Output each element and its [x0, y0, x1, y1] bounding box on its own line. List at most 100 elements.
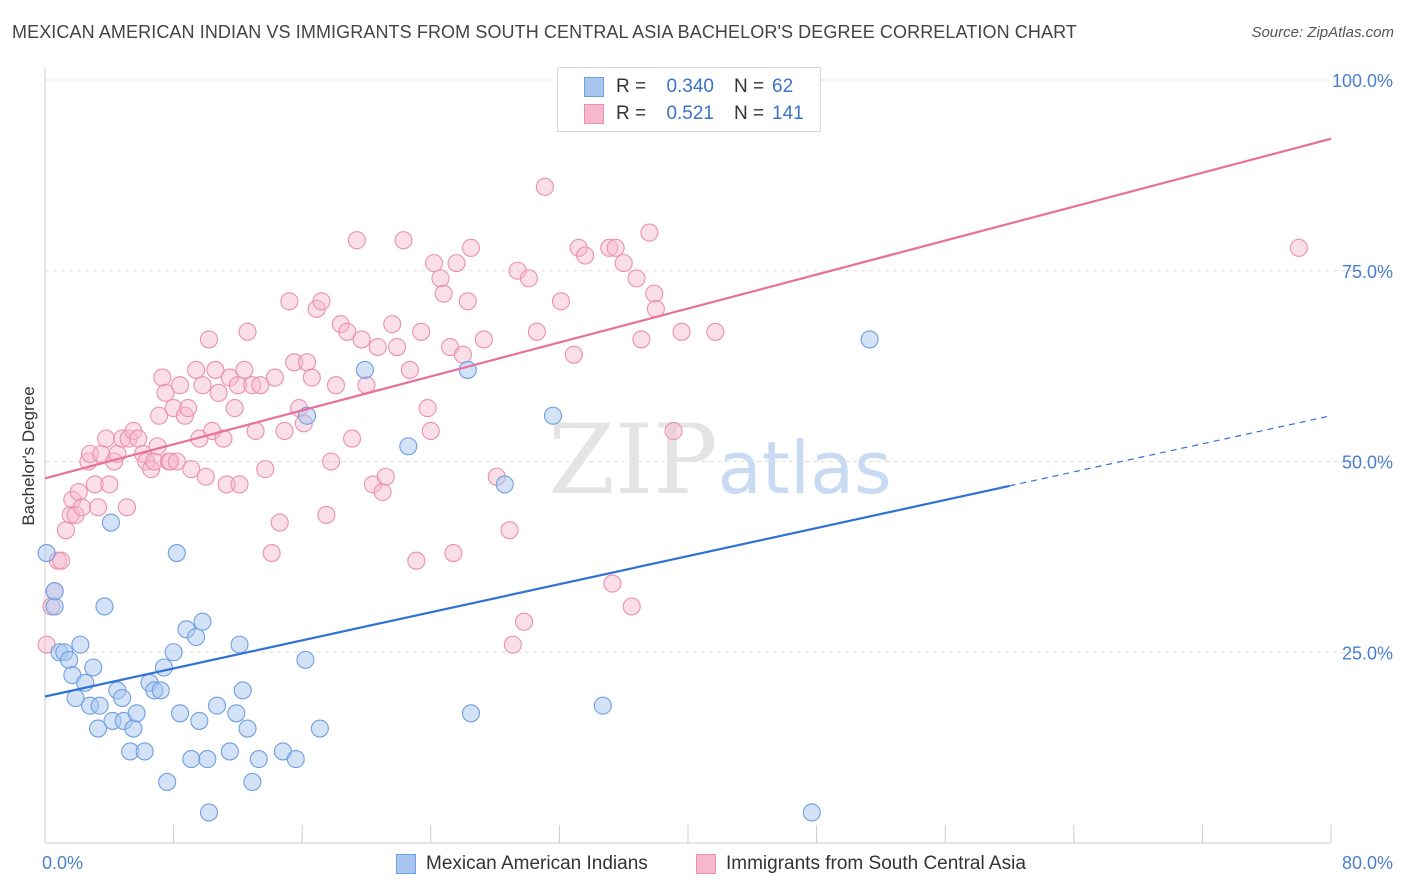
bottom-legend-swatch-pink [696, 854, 716, 874]
blue-point [207, 696, 227, 715]
blue-point [593, 696, 612, 715]
pink-point [338, 322, 357, 341]
pink-point [153, 368, 172, 387]
pink-point [100, 475, 119, 494]
blue-point [84, 658, 103, 677]
x-tick-labels: 0.0% 80.0% [42, 853, 1393, 873]
blue-point [45, 597, 64, 616]
blue-point [95, 597, 114, 616]
pink-point [145, 452, 164, 471]
pink-point [256, 460, 275, 479]
legend-swatch-blue [584, 77, 604, 97]
pink-point [474, 330, 493, 349]
blue-point [154, 658, 174, 677]
pink-point [376, 467, 395, 486]
legend-n-label: N = [734, 103, 765, 124]
pink-point [606, 238, 625, 257]
blue-point [355, 360, 374, 379]
pink-point [312, 292, 331, 311]
pink-point [270, 513, 289, 532]
pink-point [461, 238, 481, 257]
legend-n-value: 141 [772, 103, 804, 124]
pink-point [418, 399, 437, 418]
pink-point [394, 231, 413, 250]
series-south-central-asia-points [37, 177, 1308, 654]
blue-point [297, 406, 317, 425]
blue-point [199, 803, 219, 822]
blue-point [461, 704, 481, 723]
y-tick-labels: 25.0% 50.0% 75.0% 100.0% [1332, 71, 1393, 663]
blue-point [495, 475, 514, 494]
pink-point [514, 612, 534, 631]
bottom-legend-swatch-blue [396, 854, 416, 874]
legend: R = 0.340 N = 62 R = 0.521 N = 141 [557, 67, 821, 132]
legend-row-pink: R = 0.521 N = 141 [584, 102, 804, 126]
pink-point [569, 238, 588, 257]
trend-lines [44, 137, 1332, 698]
legend-r-label: R = [616, 103, 647, 124]
pink-point [225, 399, 244, 418]
pink-point [317, 505, 336, 524]
legend-r-value: 0.521 [666, 103, 714, 124]
pink-point [117, 498, 137, 517]
pink-point [196, 467, 215, 486]
blue-point [113, 688, 132, 708]
blue-point [101, 513, 120, 532]
axes [44, 68, 1332, 844]
pink-point [373, 482, 392, 502]
y-tick-label: 25.0% [1342, 643, 1393, 663]
x-tick-label: 80.0% [1342, 853, 1393, 873]
pink-point [63, 490, 82, 509]
pink-point [217, 475, 236, 494]
blue-point [37, 544, 56, 563]
pink-point [265, 368, 284, 387]
pink-point [519, 269, 538, 288]
pink-trend-line [44, 137, 1332, 480]
legend-r-value: 0.340 [666, 76, 714, 97]
bottom-legend-label-pink: Immigrants from South Central Asia [726, 853, 1026, 874]
blue-point [296, 650, 315, 669]
blue-point [187, 627, 206, 647]
bottom-legend-item-pink: Immigrants from South Central Asia [696, 852, 1026, 876]
blue-point [127, 704, 146, 723]
pink-point [706, 322, 725, 341]
blue-point [193, 612, 212, 631]
legend-swatch-pink [584, 104, 604, 124]
blue-point [45, 582, 64, 601]
pink-point [412, 322, 431, 341]
blue-point [71, 635, 90, 654]
pink-point [167, 452, 186, 471]
pink-point [156, 383, 175, 402]
pink-point [69, 482, 88, 502]
pink-point [434, 284, 453, 303]
blue-point [233, 681, 252, 700]
blue-point [170, 704, 190, 723]
pink-point [97, 429, 116, 448]
pink-point [193, 376, 212, 395]
pink-point [238, 322, 257, 341]
blue-point [802, 803, 821, 822]
blue-trend-line [44, 484, 1010, 698]
pink-point [645, 284, 664, 303]
legend-row-blue: R = 0.340 N = 62 [584, 75, 793, 99]
blue-point [198, 750, 217, 769]
blue-point [286, 750, 305, 769]
blue-point [310, 719, 329, 738]
pink-point [407, 551, 426, 570]
pink-point [444, 544, 463, 563]
pink-point [614, 254, 633, 273]
pink-point [453, 345, 473, 364]
pink-point [52, 551, 71, 570]
bottom-legend-label-blue: Mexican American Indians [426, 853, 648, 874]
pink-point [603, 574, 622, 593]
blue-point [158, 772, 177, 792]
blue-point [190, 711, 209, 730]
chart-source: Source: ZipAtlas.com [1251, 24, 1394, 41]
blue-point [90, 696, 109, 715]
pink-point [228, 376, 247, 395]
pink-point [664, 421, 683, 441]
blue-point [249, 750, 268, 769]
blue-point [60, 650, 79, 669]
pink-point [368, 337, 387, 357]
y-tick-label: 75.0% [1342, 262, 1393, 282]
